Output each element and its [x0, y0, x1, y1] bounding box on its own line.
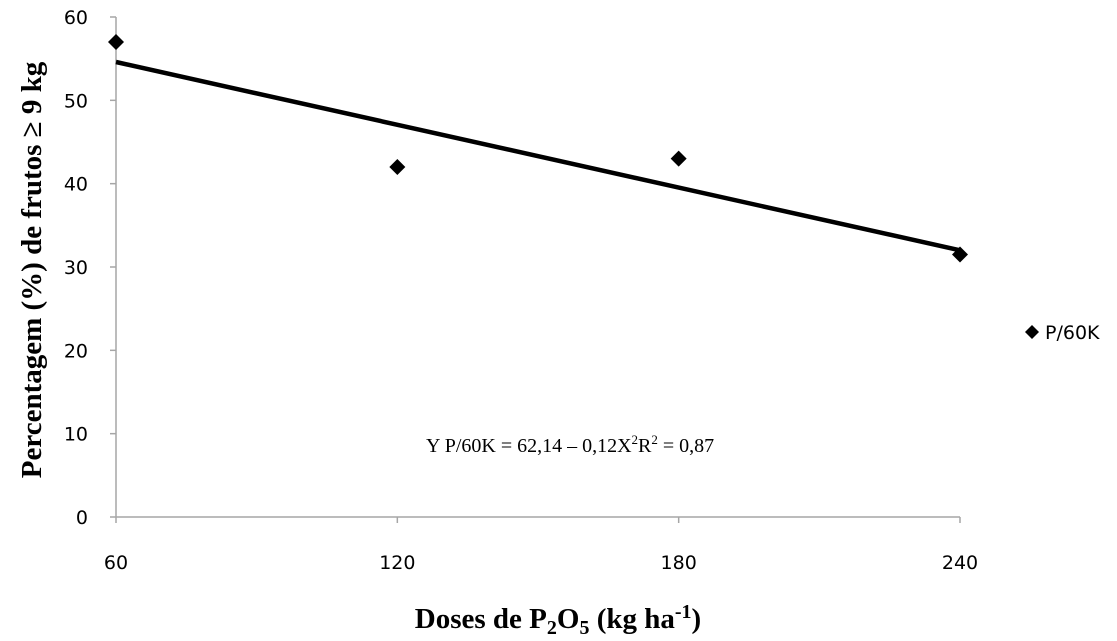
- y-tick-label: 30: [64, 257, 88, 279]
- y-axis: 0 10 20 30 40 50 60: [64, 7, 117, 529]
- y-tick-label: 10: [64, 424, 88, 446]
- y-axis-title: Percentagem (%) de frutos ≥ 9 kg: [16, 61, 48, 478]
- x-tick-label: 180: [661, 552, 697, 574]
- y-tick-label: 60: [64, 7, 88, 29]
- data-point-marker: [952, 246, 968, 263]
- data-point-marker: [108, 34, 124, 50]
- plot-area: [108, 34, 968, 263]
- legend-label: P/60K: [1045, 322, 1100, 344]
- legend: P/60K: [1025, 322, 1100, 344]
- y-tick-label: 20: [64, 340, 88, 362]
- data-point-marker: [389, 159, 406, 175]
- y-tick-label: 40: [64, 174, 88, 196]
- x-tick-label: 60: [104, 552, 128, 574]
- x-axis-title: Doses de P2O5 (kg ha-1): [415, 601, 701, 639]
- y-tick-label: 50: [64, 90, 88, 112]
- x-tick-label: 120: [379, 552, 415, 574]
- trendline-equation: Y P/60K = 62,14 – 0,12X2R2 = 0,87: [426, 432, 714, 457]
- data-point-marker: [670, 150, 687, 167]
- y-tick-label: 0: [76, 507, 88, 529]
- trendline: [115, 59, 961, 253]
- legend-marker-diamond: [1025, 325, 1039, 339]
- x-axis: 60 120 180 240: [104, 516, 978, 574]
- x-tick-label: 240: [942, 552, 978, 574]
